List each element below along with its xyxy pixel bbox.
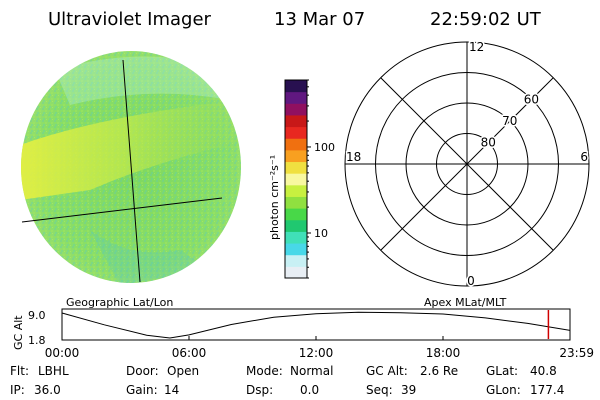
ip-label: IP: xyxy=(10,383,25,397)
geographic-lat-lon-title: Geographic Lat/Lon xyxy=(66,296,173,309)
gain-value: 14 xyxy=(164,383,179,397)
colorbar-segment xyxy=(285,114,307,128)
dsp-label: Dsp: xyxy=(246,383,273,397)
seq-value: 39 xyxy=(401,383,416,397)
colorbar-segment xyxy=(285,103,307,116)
colorbar-segment xyxy=(285,266,307,279)
instrument-title: Ultraviolet Imager xyxy=(48,9,212,30)
image-date: 13 Mar 07 xyxy=(274,9,365,30)
colorbar-tick-label: 100 xyxy=(314,141,335,154)
latitude-line xyxy=(21,197,223,223)
dsp-value: 0.0 xyxy=(300,383,319,397)
xtick-label-4: 23:59 xyxy=(559,346,594,360)
colorbar-segment xyxy=(285,138,307,151)
orbit-altitude-plot: Geographic Lat/Lon Apex MLat/MLT GC Alt … xyxy=(12,296,594,360)
mode-label: Mode: xyxy=(246,364,283,378)
mode-value: Normal xyxy=(290,364,333,378)
colorbar-segment xyxy=(285,91,307,104)
door-value: Open xyxy=(167,364,199,378)
mlt-label-6: 6 xyxy=(580,150,588,164)
gain-label: Gain: xyxy=(126,383,158,397)
mlt-label-18: 18 xyxy=(346,150,361,164)
status-panel: Flt: LBHL Door: Open Mode: Normal GC Alt… xyxy=(10,364,564,397)
colorbar-segment xyxy=(285,196,307,209)
gc-alt-value: 2.6 Re xyxy=(420,364,458,378)
colorbar-segment xyxy=(285,161,307,174)
colorbar-segment xyxy=(285,231,307,244)
color-scale-bar: 100 10 photon cm⁻²s⁻¹ xyxy=(268,79,335,279)
mlat-label-60: 60 xyxy=(524,92,539,106)
colorbar-segment xyxy=(285,184,307,197)
mlt-label-12: 12 xyxy=(469,40,484,54)
glat-label: GLat: xyxy=(486,364,518,378)
ip-value: 36.0 xyxy=(34,383,61,397)
ytick-top: 9.0 xyxy=(28,309,46,322)
xtick-label-3: 18:00 xyxy=(426,346,461,360)
colorbar-segment xyxy=(285,254,307,267)
image-time: 22:59:02 UT xyxy=(430,9,542,30)
apex-mlat-mlt-title: Apex MLat/MLT xyxy=(424,296,507,309)
xtick-label-1: 06:00 xyxy=(172,346,207,360)
colorbar-segment xyxy=(285,219,307,232)
mlat-label-80: 80 xyxy=(481,135,496,149)
mlt-label-0: 0 xyxy=(467,274,475,288)
colorbar-segment xyxy=(285,208,307,221)
xtick-label-0: 00:00 xyxy=(45,346,80,360)
colorbar-segment xyxy=(285,149,307,163)
meridian-line xyxy=(122,59,141,283)
filter-label: Flt: xyxy=(10,364,29,378)
glon-label: GLon: xyxy=(486,383,521,397)
colorbar-segment xyxy=(285,126,307,139)
mlat-label-70: 70 xyxy=(502,114,517,128)
colorbar-tick-label: 10 xyxy=(314,227,328,240)
colorbar-segment xyxy=(285,243,307,256)
orbit-altitude-curve xyxy=(61,311,571,339)
gc-alt-axis-label: GC Alt xyxy=(12,315,25,350)
gc-alt-label: GC Alt: xyxy=(366,364,408,378)
xtick-label-2: 12:00 xyxy=(299,346,334,360)
seq-label: Seq: xyxy=(366,383,393,397)
filter-value: LBHL xyxy=(38,364,69,378)
colorbar-unit-label: photon cm⁻²s⁻¹ xyxy=(268,155,281,240)
glat-value: 40.8 xyxy=(530,364,557,378)
ytick-bottom: 1.8 xyxy=(28,334,46,347)
door-label: Door: xyxy=(126,364,159,378)
earth-disk-image xyxy=(21,51,241,283)
colorbar-segment xyxy=(285,80,307,93)
colorbar-segment xyxy=(285,173,307,186)
glon-value: 177.4 xyxy=(530,383,564,397)
